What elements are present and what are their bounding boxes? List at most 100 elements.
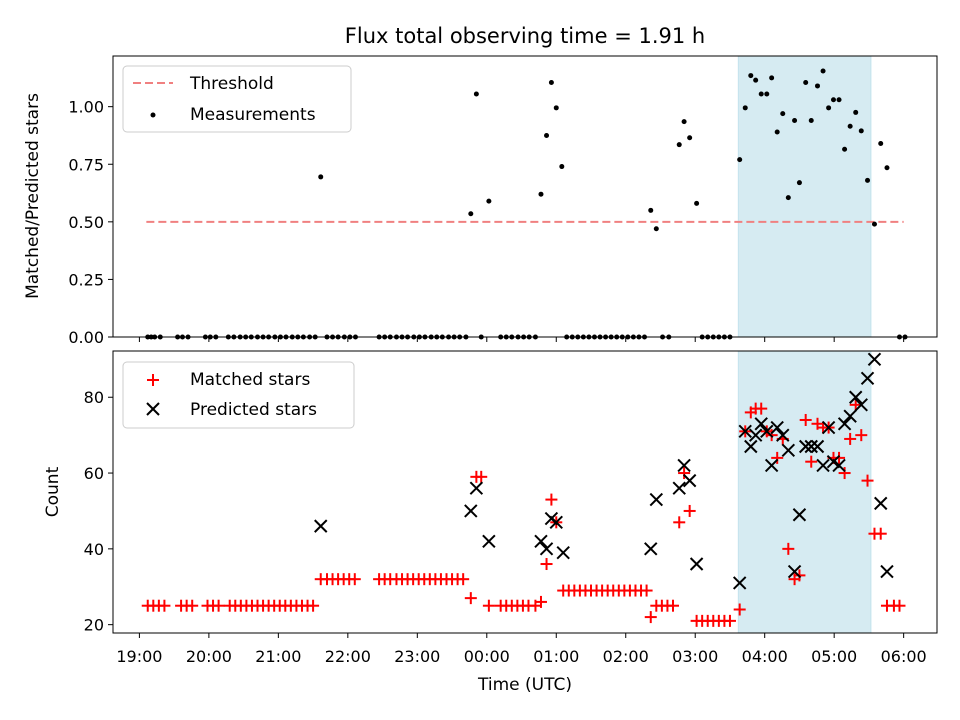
matched-star-point	[640, 584, 653, 597]
measurement-point	[653, 226, 659, 232]
legend-predicted-swatch	[146, 402, 160, 416]
measurement-point	[748, 73, 754, 79]
measurement-point	[865, 177, 871, 183]
x-tick-label: 19:00	[116, 647, 162, 666]
measurement-point	[858, 128, 864, 134]
measurement-point	[687, 135, 693, 141]
x-tick-label: 05:00	[811, 647, 857, 666]
legend-predicted-label: Predicted stars	[190, 400, 317, 420]
matched-star-point	[782, 542, 795, 555]
measurement-point	[878, 141, 884, 147]
matched-star-point	[893, 599, 906, 612]
matched-star-point	[849, 398, 862, 411]
measurement-point	[847, 123, 853, 129]
matched-star-point	[348, 573, 361, 586]
measurement-point	[544, 132, 550, 138]
measurement-point	[758, 91, 764, 97]
predicted-star-point	[860, 371, 875, 385]
predicted-star-point	[549, 515, 563, 530]
matched-star-point	[678, 467, 691, 480]
x-tick-label: 04:00	[742, 647, 788, 666]
measurement-point	[871, 221, 877, 227]
predicted-star-point	[880, 564, 894, 579]
measurement-point	[681, 119, 687, 125]
measurement-point	[553, 105, 559, 111]
predicted-star-point	[849, 390, 863, 404]
observing-window-shade	[737, 350, 872, 634]
matched-star-point	[534, 595, 547, 608]
predicted-star-point	[539, 542, 554, 556]
matched-star-point	[482, 599, 495, 612]
measurement-point	[318, 174, 324, 180]
predicted-star-point	[482, 534, 496, 548]
measurement-point	[808, 117, 814, 123]
measurement-point	[769, 75, 775, 81]
predicted-star-point	[770, 420, 784, 435]
matched-star-point	[457, 573, 470, 586]
predicted-star-point	[867, 352, 882, 367]
x-tick-label: 00:00	[464, 647, 510, 666]
ratio-y-tick-label: 1.00	[68, 98, 104, 117]
x-axis-label: Time (UTC)	[477, 675, 572, 695]
predicted-star-point	[837, 417, 852, 431]
measurement-point	[468, 211, 474, 217]
predicted-star-point	[744, 439, 758, 454]
measurement-point	[785, 195, 791, 201]
ratio-y-tick-label: 0.75	[68, 155, 104, 174]
matched-star-point	[755, 402, 768, 415]
matched-star-point	[644, 611, 657, 624]
matched-star-point	[158, 599, 171, 612]
measurement-point	[486, 198, 492, 204]
measurement-point	[792, 117, 798, 123]
x-tick-label: 20:00	[186, 647, 232, 666]
counts-y-tick-label: 20	[84, 616, 104, 635]
matched-star-point	[475, 470, 488, 483]
x-tick-label: 23:00	[394, 647, 440, 666]
counts-y-tick-label: 80	[84, 388, 104, 407]
measurement-point	[796, 180, 802, 186]
measurement-point	[853, 109, 859, 115]
matched-star-point	[874, 527, 887, 540]
legend-threshold-label: Threshold	[189, 74, 274, 94]
counts-y-tick-label: 60	[84, 464, 104, 483]
measurement-point	[676, 142, 682, 148]
counts-y-axis-label: Count	[43, 466, 63, 517]
measurement-point	[830, 97, 836, 103]
predicted-star-point	[804, 439, 818, 454]
predicted-star-point	[754, 417, 768, 431]
measurement-point	[814, 83, 820, 89]
matched-star-point	[723, 614, 736, 627]
predicted-star-point	[760, 424, 774, 439]
measurement-point	[764, 91, 770, 97]
x-tick-label: 06:00	[881, 647, 927, 666]
measurement-point	[803, 79, 809, 85]
matched-star-point	[838, 467, 851, 480]
predicted-star-point	[732, 576, 747, 590]
ratio-panel: 0.00 0.25 0.50 0.75 1.00 Matched/Predicted s…	[23, 55, 938, 347]
predicted-star-point	[464, 504, 478, 518]
predicted-star-point	[748, 428, 763, 442]
matched-star-point	[186, 599, 199, 612]
x-tick-label: 22:00	[325, 647, 371, 666]
predicted-star-point	[738, 424, 752, 439]
predicted-star-point	[874, 496, 888, 511]
x-tick-label: 21:00	[255, 647, 301, 666]
legend-measurements-swatch	[150, 112, 156, 118]
predicted-star-point	[843, 409, 857, 423]
measurement-point	[826, 105, 832, 111]
predicted-star-point	[810, 439, 825, 454]
matched-star-point	[855, 429, 868, 442]
predicted-star-point	[556, 545, 570, 560]
matched-star-point	[307, 599, 320, 612]
matched-star-point	[673, 516, 686, 529]
observing-window-shade	[737, 55, 872, 338]
measurement-point	[694, 200, 700, 206]
matched-star-point	[666, 599, 679, 612]
predicted-star-point	[677, 458, 691, 473]
x-tick-label: 02:00	[603, 647, 649, 666]
predicted-star-point	[534, 534, 548, 548]
predicted-star-point	[469, 481, 484, 495]
matched-star-point	[540, 558, 553, 571]
predicted-star-point	[792, 508, 807, 522]
